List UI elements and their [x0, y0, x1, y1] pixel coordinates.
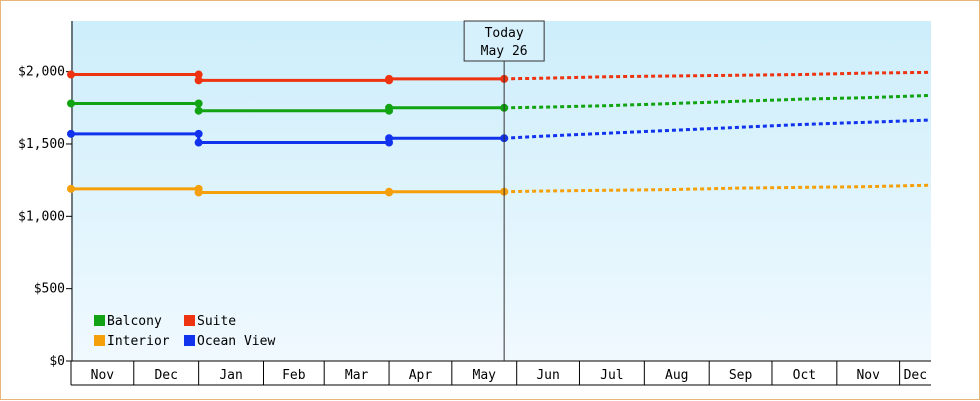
legend-swatch-balcony [94, 315, 105, 326]
y-tick-label: $500 [34, 282, 65, 297]
x-tick-label: Aug [665, 368, 688, 383]
data-point-suite [194, 70, 203, 79]
y-tick-label: $1,000 [18, 209, 65, 224]
legend-swatch-ocean-view [184, 335, 195, 346]
legend-swatch-suite [184, 315, 195, 326]
forecast-line-balcony [504, 94, 929, 110]
y-tick-label: $2,000 [18, 65, 65, 80]
data-point-ocean-view [194, 129, 203, 138]
data-point-ocean-view [67, 129, 75, 138]
series-line-ocean-view [71, 132, 505, 145]
data-point-balcony [67, 99, 75, 108]
legend-label-interior: Interior [107, 334, 170, 349]
x-tick-label: Nov [91, 368, 115, 383]
x-tick-label: Nov [856, 368, 880, 383]
today-label-line1: Today [485, 26, 524, 41]
series-line-suite [71, 73, 505, 82]
series-line-balcony [71, 101, 505, 113]
legend-label-ocean-view: Ocean View [197, 334, 275, 349]
series-line-interior [71, 187, 505, 194]
data-point-ocean-view [385, 134, 394, 143]
legend-swatch-interior [94, 335, 105, 346]
legend-label-balcony: Balcony [107, 314, 162, 329]
data-point-interior [194, 188, 203, 197]
forecast-line-suite [504, 70, 929, 81]
forecast-line-interior [504, 183, 929, 194]
legend-label-suite: Suite [197, 314, 236, 329]
x-tick-label: Sep [729, 368, 753, 383]
today-label-box [463, 20, 545, 62]
x-tick-label: Jun [536, 368, 559, 383]
data-point-suite [67, 70, 75, 79]
data-point-balcony [194, 99, 203, 108]
data-point-suite [385, 74, 394, 83]
data-point-interior [67, 184, 75, 193]
x-tick-label: Mar [345, 368, 369, 383]
data-point-balcony [385, 103, 394, 112]
x-tick-label: Dec [154, 368, 177, 383]
x-tick-label: Feb [282, 368, 306, 383]
x-tick-label: Dec [904, 368, 927, 383]
data-point-interior [385, 187, 394, 196]
data-point-suite [194, 76, 203, 85]
y-tick-label: $1,500 [18, 137, 65, 152]
series-ocean-view [67, 118, 929, 147]
x-tick-label: Jan [219, 368, 242, 383]
forecast-line-ocean-view [504, 118, 929, 140]
x-tick-label: May [473, 368, 497, 383]
x-tick-label: Apr [409, 368, 433, 383]
y-tick-label: $0 [49, 354, 65, 369]
x-tick-label: Oct [793, 368, 816, 383]
today-label-line2: May 26 [481, 44, 528, 59]
data-point-ocean-view [194, 138, 203, 147]
data-point-balcony [194, 106, 203, 115]
series-suite [67, 70, 929, 85]
x-tick-label: Jul [600, 368, 623, 383]
